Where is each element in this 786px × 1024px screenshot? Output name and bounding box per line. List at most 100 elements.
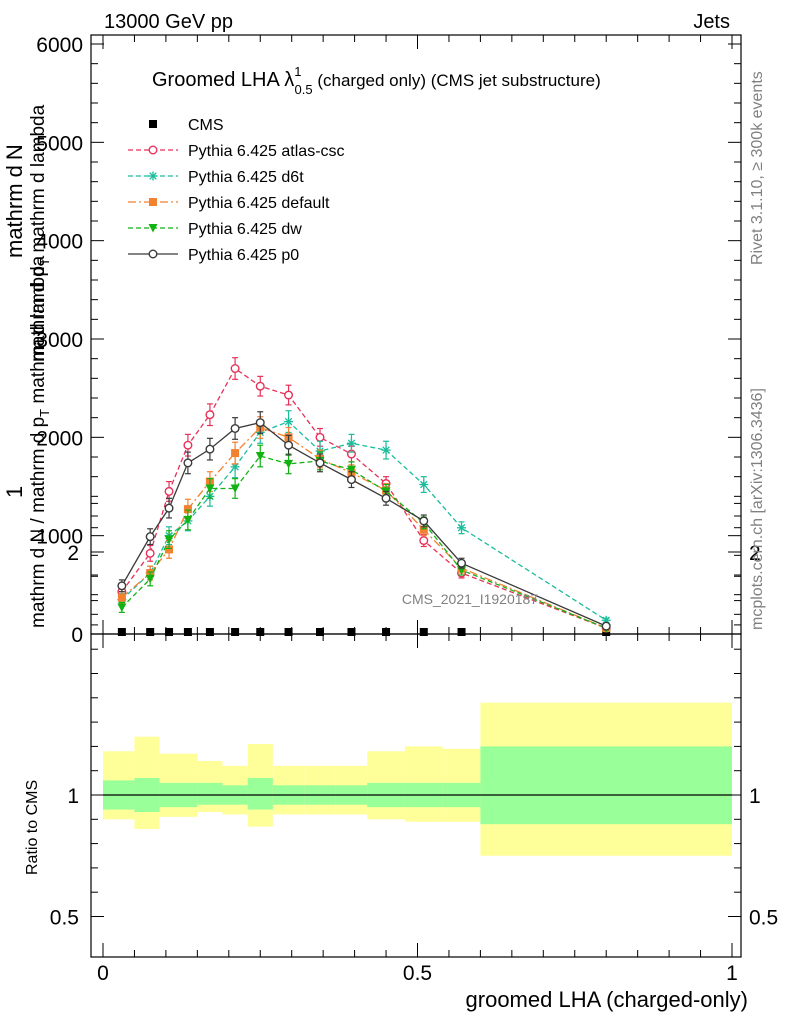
data-point	[419, 525, 428, 534]
data-point	[457, 628, 466, 636]
ratio-y-tick-label: 2	[67, 542, 79, 565]
series-line	[121, 426, 607, 629]
data-point	[346, 438, 356, 448]
mcplots-label: mcplots.cern.ch [arXiv:1306.3436]	[749, 388, 766, 630]
data-point	[205, 628, 214, 636]
data-point	[117, 581, 127, 591]
legend: CMS Pythia 6.425 atlas-csc Pythia 6.425 d6…	[128, 117, 345, 264]
x-tick-label: 1	[726, 962, 738, 985]
data-point	[284, 390, 294, 400]
data-point	[145, 548, 155, 558]
data-point	[164, 503, 174, 513]
inner-band-bin	[197, 782, 223, 805]
chart-title-main: Groomed LHA λ	[152, 69, 294, 91]
y-axis-label-middle-sub: T	[37, 258, 52, 266]
data-point	[457, 558, 467, 568]
data-point	[205, 484, 215, 493]
data-point	[183, 515, 193, 525]
data-point	[255, 418, 265, 428]
data-point	[231, 628, 240, 636]
chart-title: Groomed LHA λ1 0.5 (charged only) (CMS je…	[152, 64, 601, 97]
data-point	[382, 628, 391, 636]
chart-title-sub: 0.5	[295, 82, 313, 97]
header-category: Jets	[693, 11, 730, 33]
y-axis-label-numerator-n: N	[2, 144, 27, 160]
data-point	[230, 484, 240, 493]
data-point	[255, 381, 265, 391]
chart-title-sup: 1	[294, 64, 301, 79]
y-tick-label: 2000	[36, 427, 83, 450]
data-point	[165, 545, 174, 554]
inner-band-bin	[480, 746, 732, 825]
data-point	[165, 628, 174, 636]
legend-marker	[148, 249, 158, 259]
data-point	[183, 628, 192, 636]
legend-label: Pythia 6.425 dw	[188, 221, 302, 238]
legend-label: Pythia 6.425 p0	[188, 247, 299, 264]
y-tick-label: 0	[71, 624, 83, 647]
x-axis-label: groomed LHA (charged-only)	[466, 987, 748, 1012]
legend-marker	[148, 145, 158, 155]
data-point	[347, 628, 356, 636]
y-axis-label-one: 1	[2, 486, 27, 498]
data-point	[205, 410, 215, 420]
data-point	[117, 603, 127, 612]
data-point	[315, 432, 325, 442]
y-axis-label-denominator: mathrm d N / mathrm d pT mathrm d lambda	[28, 255, 52, 628]
data-point	[346, 465, 356, 475]
y-axis-label-middle-text: mathrm d p	[28, 266, 49, 362]
chart-title-suffix: (charged only) (CMS jet substructure)	[313, 71, 601, 90]
y-tick-label: 4000	[36, 231, 83, 254]
y-tick-label: 5000	[36, 132, 83, 155]
legend-marker	[149, 120, 157, 128]
legend-label: CMS	[188, 117, 224, 134]
data-point	[419, 628, 428, 636]
legend-marker	[148, 224, 158, 233]
data-point	[164, 535, 174, 545]
y-axis-label-middle: mathrm d pT mathrm d lambda	[28, 104, 52, 362]
legend-label: Pythia 6.425 d6t	[188, 169, 304, 186]
data-point	[315, 458, 325, 468]
data-point	[284, 459, 294, 469]
legend-label: Pythia 6.425 default	[188, 195, 330, 212]
data-point	[419, 536, 429, 546]
ratio-y-tick-label: 1	[67, 785, 79, 808]
data-point	[316, 628, 325, 636]
series-5	[117, 411, 611, 631]
data-point	[230, 423, 240, 433]
data-point	[255, 452, 265, 461]
legend-marker	[149, 198, 157, 206]
ratio-y-tick-label-right: 0.5	[749, 907, 778, 930]
legend-marker	[148, 171, 158, 181]
legend-label: Pythia 6.425 atlas-csc	[188, 143, 345, 160]
rivet-label: Rivet 3.1.10, ≥ 300k events	[749, 71, 766, 265]
ratio-y-axis-label: Ratio to CMS	[24, 780, 41, 875]
data-point	[381, 493, 391, 503]
x-tick-label: 0.5	[403, 962, 432, 985]
main-panel: 0 1000 2000 3000 4000 5000 6000	[36, 34, 742, 647]
data-point	[256, 628, 265, 636]
series-line	[121, 367, 607, 629]
y-tick-label: 6000	[36, 34, 83, 57]
inner-band-bin	[247, 777, 273, 810]
header-process: 13000 GeV pp	[104, 11, 233, 33]
y-axis-label-denominator-text: mathrm d N / mathrm d p	[28, 417, 49, 628]
data-point	[117, 628, 126, 636]
data-point	[145, 574, 155, 584]
data-point	[419, 516, 429, 526]
data-point	[205, 444, 215, 454]
data-point	[346, 475, 356, 485]
data-point	[145, 532, 155, 542]
y-tick-label: 1000	[36, 526, 83, 549]
y-tick-label: 3000	[36, 329, 83, 352]
data-point	[230, 364, 240, 374]
y-axis-label-middle-tail: mathrm d lambda	[28, 104, 49, 258]
data-point	[183, 458, 193, 468]
data-point	[117, 593, 126, 602]
data-point	[164, 486, 174, 496]
data-point	[231, 449, 240, 458]
y-axis-label-numerator-text: mathrm d	[2, 165, 27, 258]
data-point	[284, 417, 294, 427]
data-point	[183, 440, 193, 450]
